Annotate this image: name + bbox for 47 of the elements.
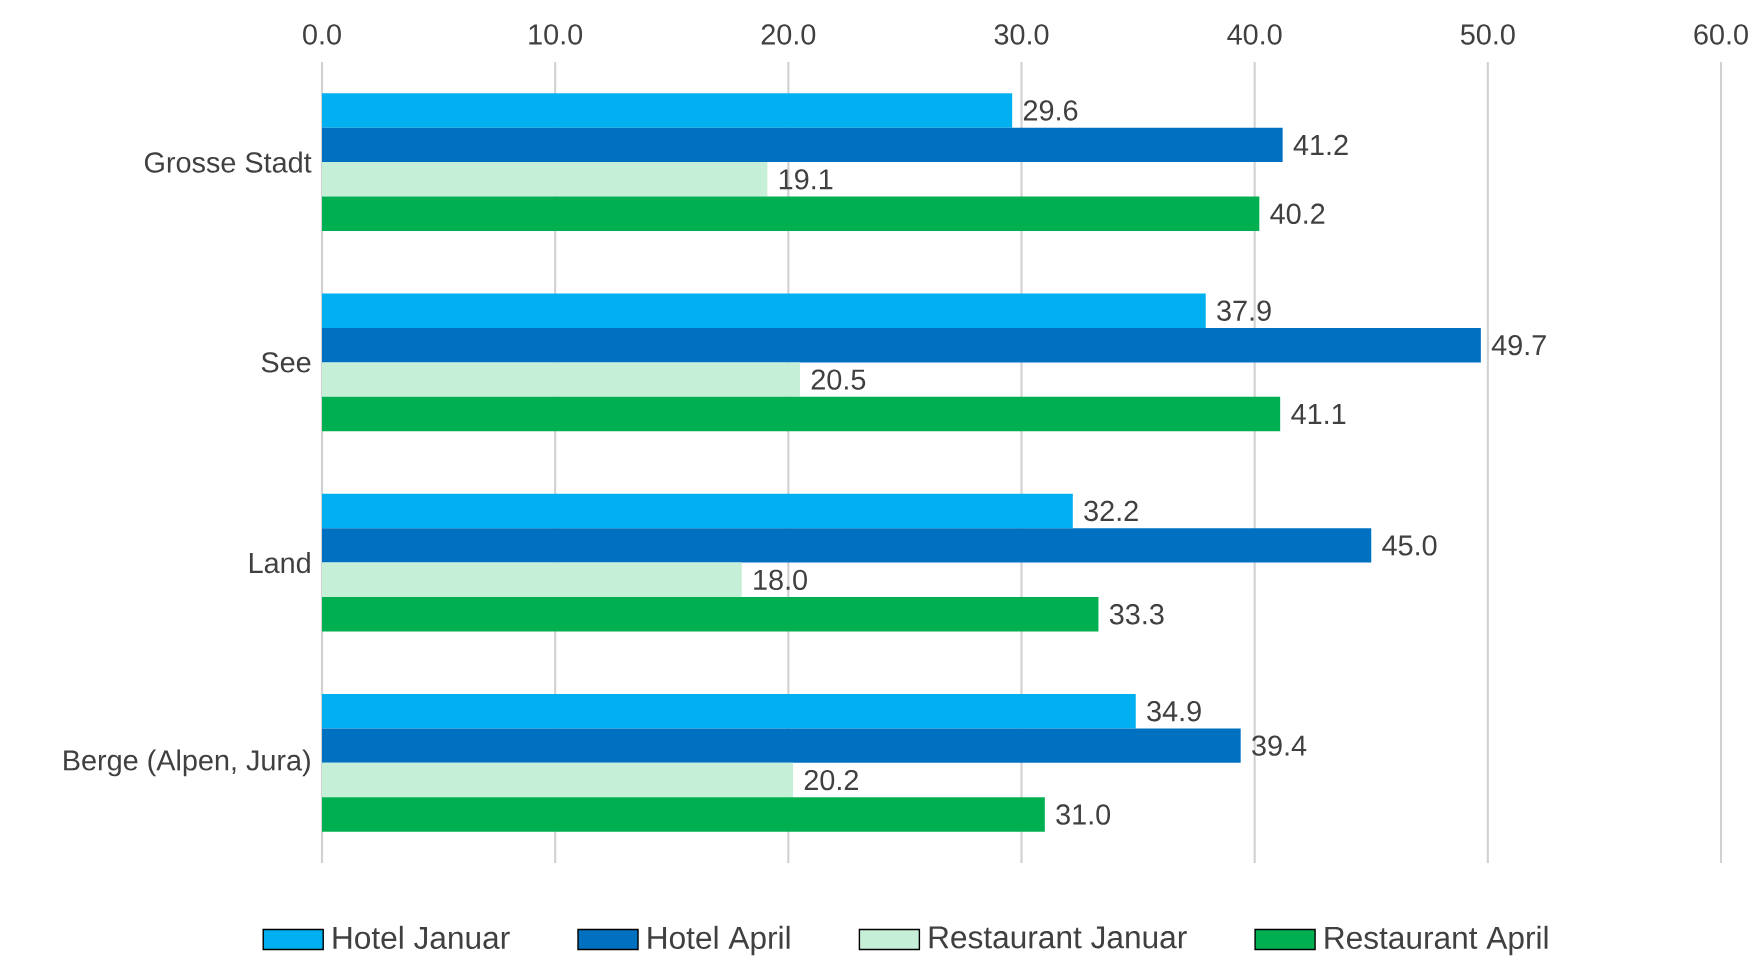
bar (322, 797, 1045, 832)
bar (322, 362, 800, 397)
data-label: 40.2 (1270, 203, 1325, 224)
data-label: 31.0 (1056, 804, 1111, 825)
data-label: 19.1 (779, 169, 833, 190)
bar (322, 127, 1283, 163)
bar (322, 396, 1281, 432)
bar (322, 293, 1206, 328)
bar (322, 93, 1013, 128)
legend-label: Restaurant Januar (929, 926, 1187, 949)
legend-label: Restaurant April (1325, 925, 1548, 956)
x-tick-label: 20.0 (761, 24, 816, 45)
bar (322, 597, 1099, 632)
data-label: 41.2 (1293, 134, 1348, 155)
data-label: 18.0 (754, 569, 807, 591)
y-tick-label: See (261, 352, 311, 373)
x-tick-label: 30.0 (994, 24, 1049, 45)
x-tick-label: 10.0 (529, 24, 583, 45)
data-label: 45.0 (1382, 535, 1437, 556)
x-tick-label: 60.0 (1694, 24, 1748, 45)
bar (322, 162, 768, 197)
y-tick-label: Land (249, 552, 310, 574)
bar (322, 327, 1481, 363)
bar (322, 728, 1241, 763)
x-tick-label: 40.0 (1227, 24, 1282, 45)
x-tick-label: 50.0 (1460, 24, 1515, 45)
data-label: 49.7 (1491, 334, 1546, 356)
bar (322, 528, 1372, 563)
data-label: 29.6 (1023, 100, 1078, 121)
data-label: 37.9 (1217, 300, 1271, 321)
data-label: 33.3 (1109, 604, 1164, 625)
data-label: 20.2 (804, 769, 858, 791)
bar (322, 196, 1260, 232)
bar (322, 762, 793, 798)
legend-label: Hotel Januar (333, 925, 510, 950)
data-label: 41.1 (1291, 404, 1346, 424)
x-tick-label: 0.0 (303, 24, 341, 45)
bar (322, 562, 742, 598)
data-label: 32.2 (1084, 500, 1138, 522)
data-label: 34.9 (1147, 701, 1201, 722)
y-tick-label: Grosse Stadt (144, 151, 312, 173)
bar (322, 693, 1136, 729)
bar (322, 493, 1073, 529)
data-label: 39.4 (1252, 735, 1307, 756)
y-tick-label: Berge (Alpen, Jura) (64, 749, 310, 777)
legend-label: Hotel April (648, 925, 790, 956)
data-label: 20.5 (811, 369, 866, 390)
